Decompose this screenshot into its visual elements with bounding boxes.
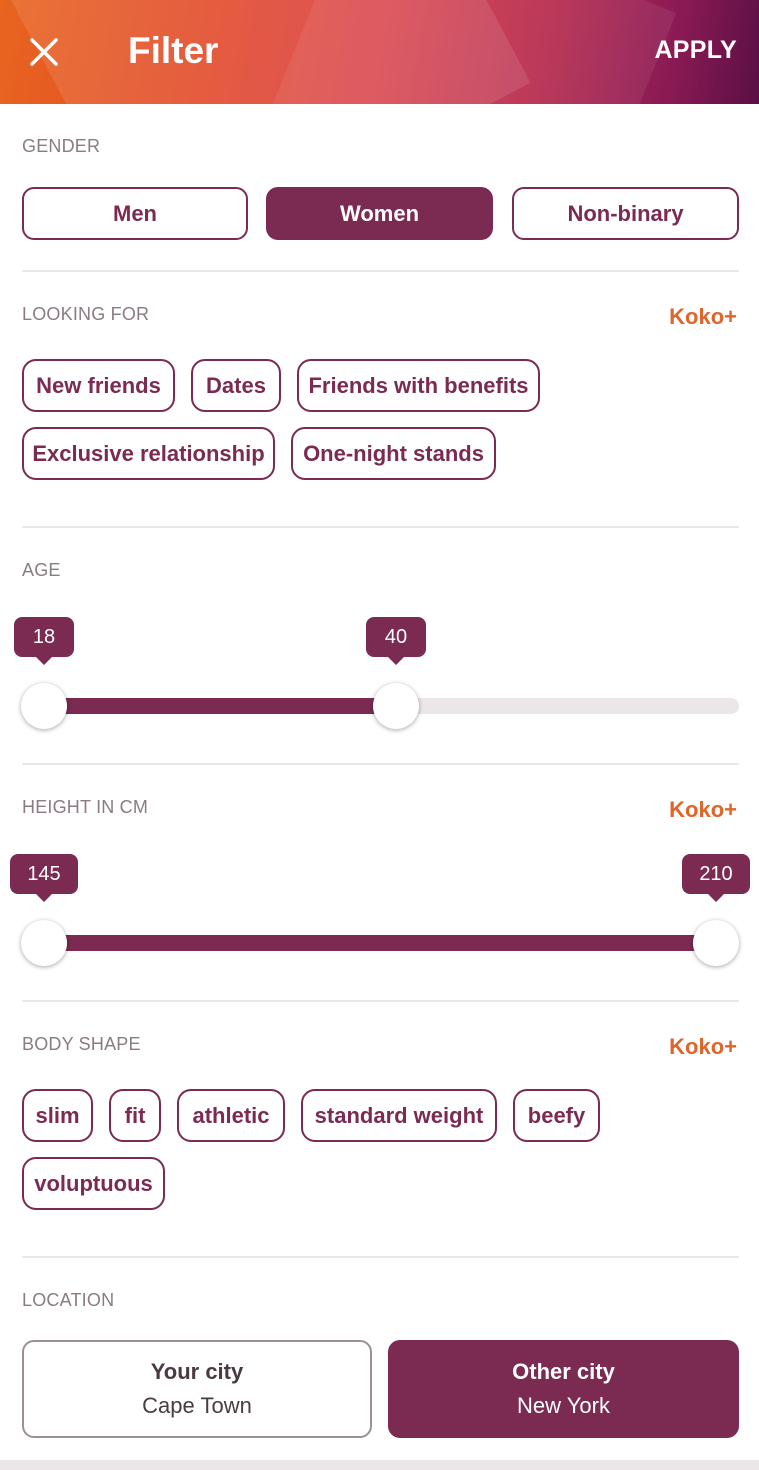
height-slider-fill <box>44 935 716 951</box>
gender-men-button[interactable]: Men <box>22 187 248 240</box>
height-min-handle[interactable] <box>21 920 67 966</box>
divider <box>22 270 739 272</box>
gender-label: GENDER <box>22 136 101 156</box>
height-min-bubble: 145 <box>10 854 78 902</box>
height-max-bubble: 210 <box>682 854 750 902</box>
apply-button[interactable]: APPLY <box>654 36 737 64</box>
chip-fit[interactable]: fit <box>109 1089 161 1142</box>
premium-tag: Koko+ <box>669 797 737 822</box>
chip-standard-weight[interactable]: standard weight <box>301 1089 497 1142</box>
bottom-edge <box>0 1460 759 1470</box>
chip-slim[interactable]: slim <box>22 1089 93 1142</box>
top-bar: Filter APPLY <box>0 0 759 104</box>
divider <box>22 526 739 528</box>
age-max-bubble: 40 <box>366 617 426 665</box>
height-slider-track[interactable] <box>22 935 739 951</box>
your-city-option[interactable]: Your city Cape Town <box>22 1340 372 1438</box>
divider <box>22 1256 739 1258</box>
age-label: AGE <box>22 560 61 580</box>
header-decoration <box>263 0 677 104</box>
page-title: Filter <box>128 30 219 71</box>
gender-non-binary-button[interactable]: Non-binary <box>512 187 739 240</box>
body-shape-label: BODY SHAPE <box>22 1034 141 1054</box>
age-min-handle[interactable] <box>21 683 67 729</box>
divider <box>22 1000 739 1002</box>
chip-voluptuous[interactable]: voluptuous <box>22 1157 165 1210</box>
other-city-title: Other city <box>512 1359 615 1384</box>
premium-tag: Koko+ <box>669 1034 737 1059</box>
gender-women-button[interactable]: Women <box>266 187 493 240</box>
close-icon[interactable] <box>26 34 62 70</box>
location-label: LOCATION <box>22 1290 115 1310</box>
looking-for-label: LOOKING FOR <box>22 304 150 324</box>
chip-beefy[interactable]: beefy <box>513 1089 600 1142</box>
other-city-option[interactable]: Other city New York <box>388 1340 739 1438</box>
chip-dates[interactable]: Dates <box>191 359 281 412</box>
other-city-value: New York <box>517 1393 610 1418</box>
divider <box>22 763 739 765</box>
chip-friends-with-benefits[interactable]: Friends with benefits <box>297 359 540 412</box>
premium-tag: Koko+ <box>669 304 737 329</box>
chip-new-friends[interactable]: New friends <box>22 359 175 412</box>
chip-exclusive-relationship[interactable]: Exclusive relationship <box>22 427 275 480</box>
height-label: HEIGHT IN CM <box>22 797 149 817</box>
age-max-handle[interactable] <box>373 683 419 729</box>
height-max-handle[interactable] <box>693 920 739 966</box>
chip-athletic[interactable]: athletic <box>177 1089 285 1142</box>
your-city-value: Cape Town <box>142 1393 252 1418</box>
age-min-bubble: 18 <box>14 617 74 665</box>
your-city-title: Your city <box>150 1359 244 1384</box>
chip-one-night-stands[interactable]: One-night stands <box>291 427 496 480</box>
age-slider-fill <box>44 698 396 714</box>
